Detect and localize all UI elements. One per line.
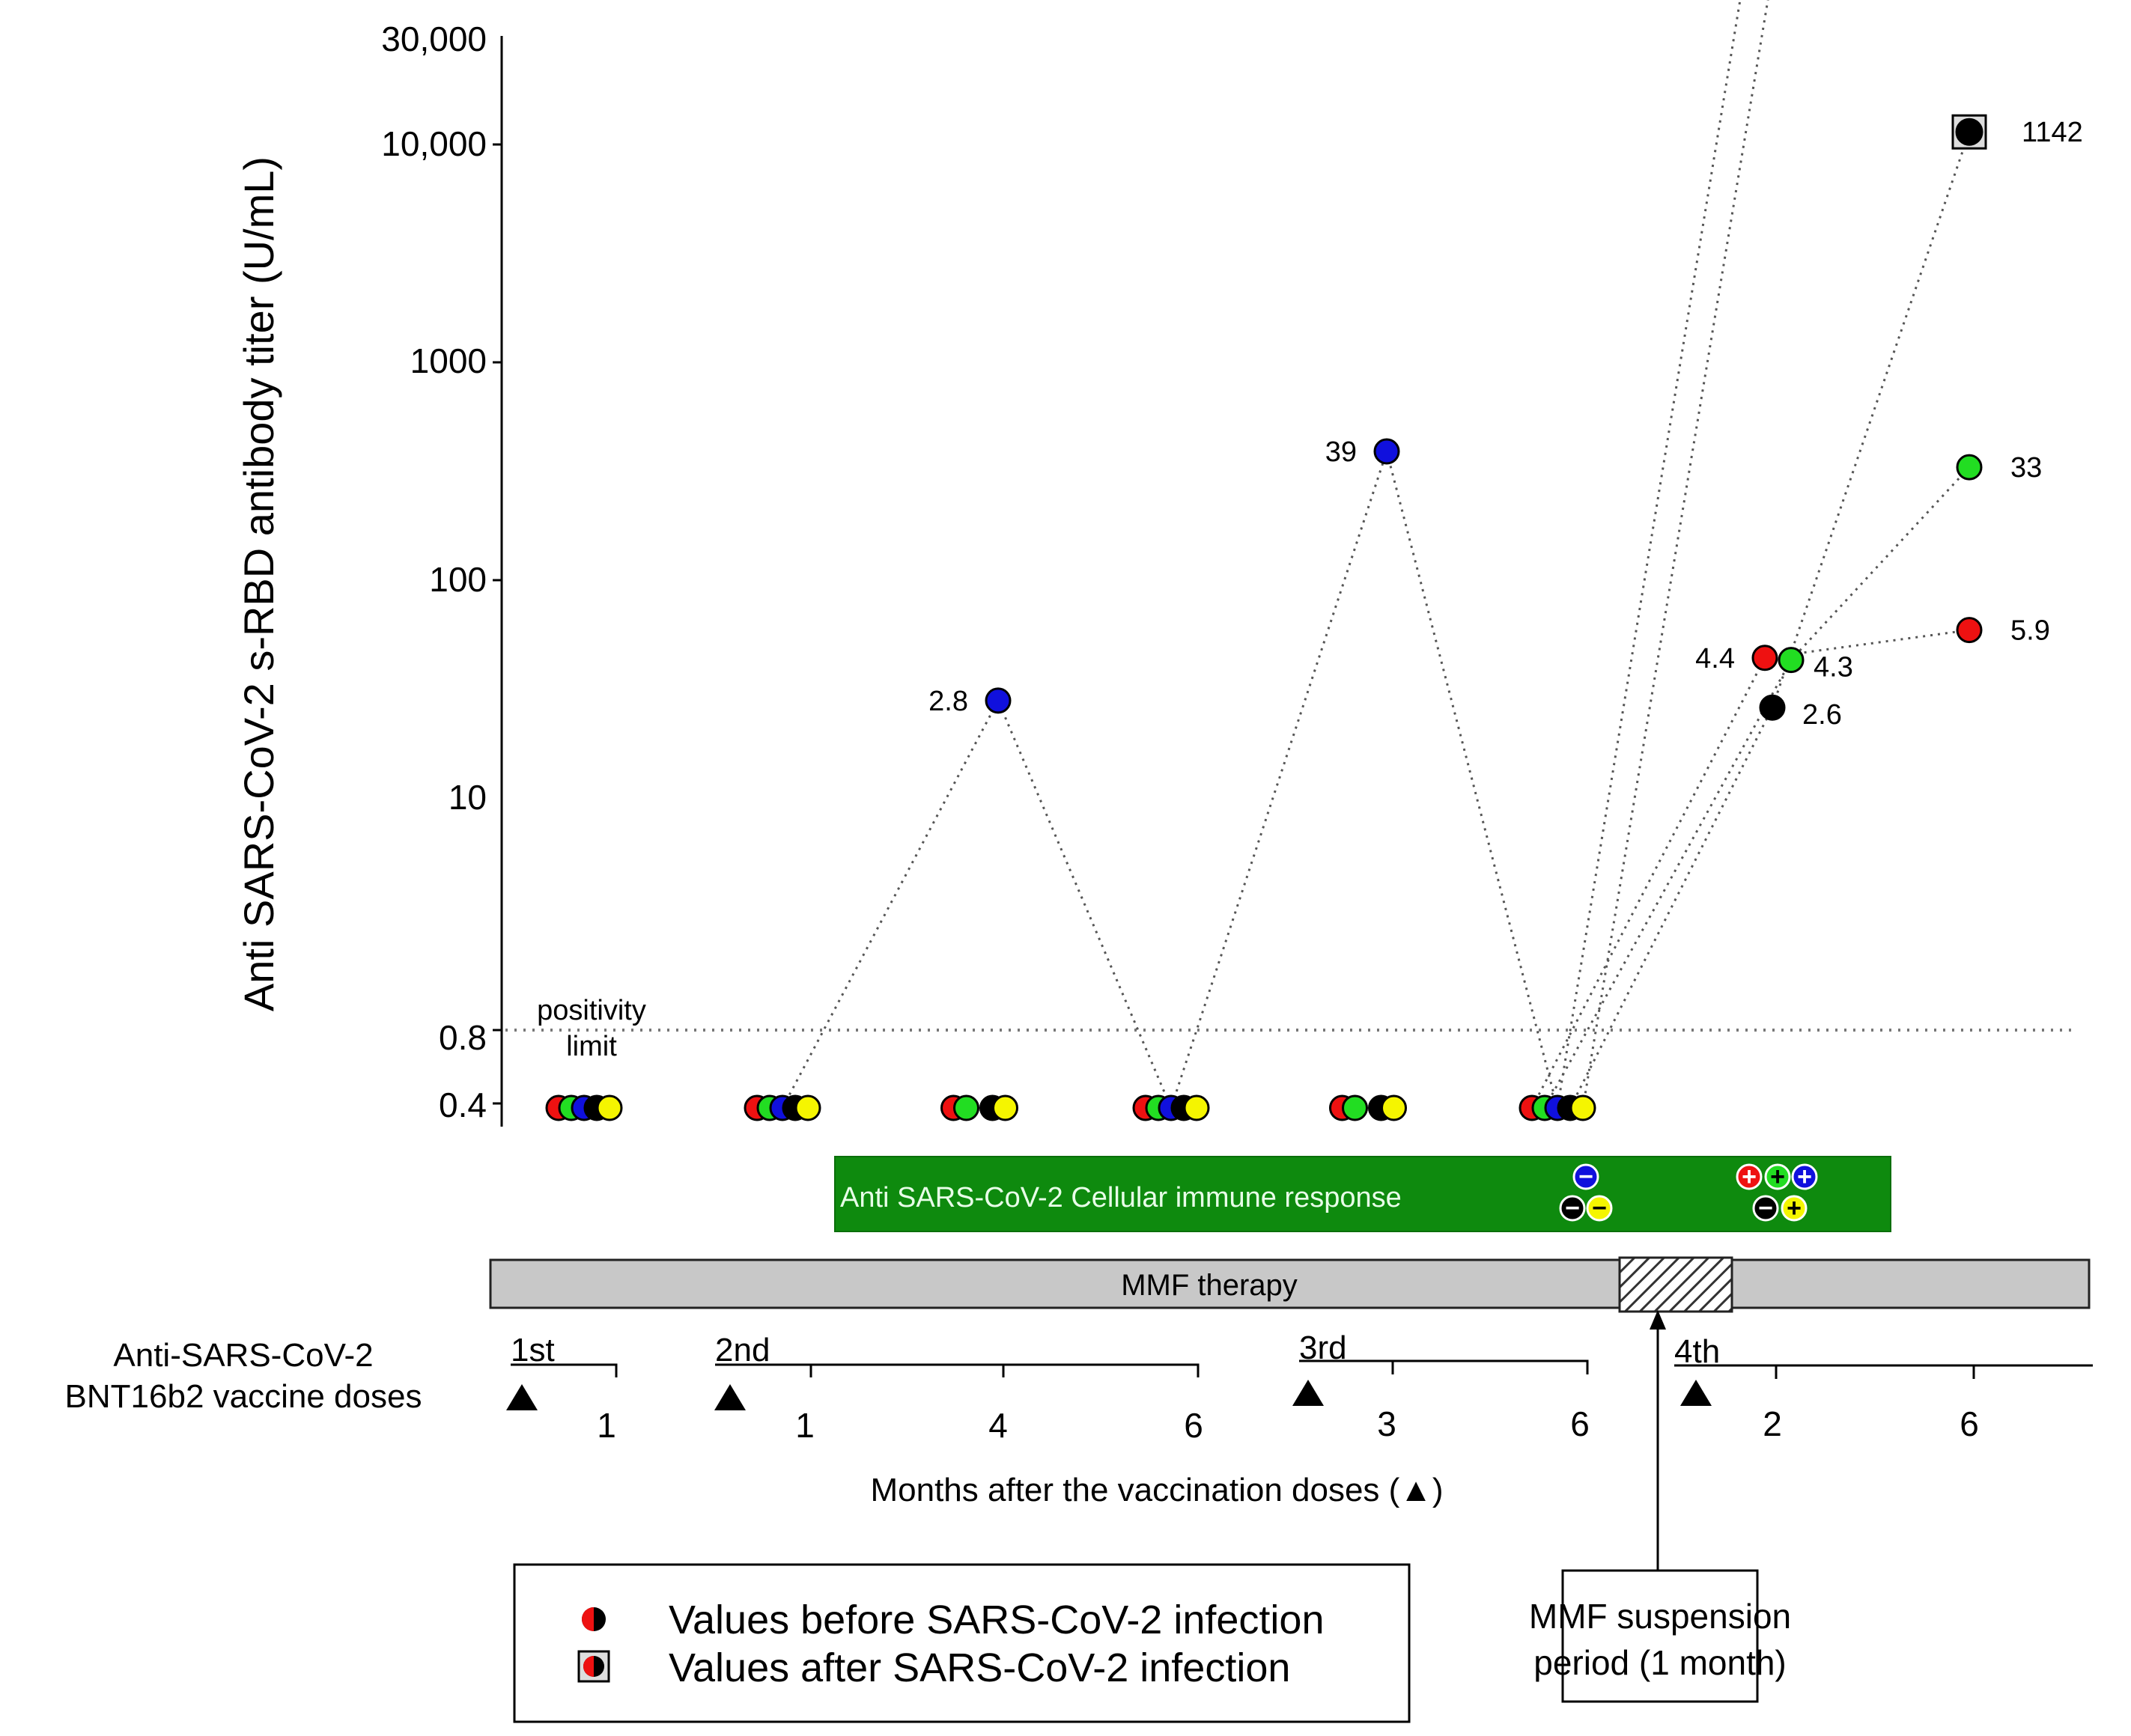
cell-marker-1-green: + [1764, 1163, 1791, 1191]
data-label-7-black: 1142 [2022, 117, 2083, 148]
marker-0-yellow [596, 1094, 623, 1121]
cell-marker-sign-0-2: − [1592, 1194, 1607, 1222]
dose-axis-label-1: Anti-SARS-CoV-2 [113, 1337, 373, 1374]
data-label-6-green: 4.3 [1814, 652, 1853, 683]
mmf-suspension-text-1: MMF suspension [1529, 1597, 1791, 1636]
series-line-blue [781, 0, 1742, 1112]
data-label-6-black: 2.6 [1802, 699, 1842, 731]
cell-marker-sign-0-1: − [1565, 1194, 1580, 1222]
cell-marker-1-black: − [1752, 1194, 1779, 1222]
cell-marker-1-yellow: + [1781, 1194, 1808, 1222]
marker-6-black [1759, 694, 1786, 721]
cell-marker-sign-1-4: + [1787, 1194, 1802, 1222]
tick-1st-1: 1 [597, 1406, 616, 1445]
tick-label-0.4: 0.4 [439, 1085, 487, 1124]
marker-7-red [1956, 617, 1983, 644]
marker-4-yellow [1381, 1094, 1407, 1121]
tick-4th-2: 2 [1763, 1404, 1782, 1443]
legend-before-label: Values before SARS-CoV-2 infection [669, 1598, 1324, 1642]
tick-label-10: 10 [449, 778, 487, 817]
mmf-suspension-text-2: period (1 month) [1533, 1643, 1787, 1682]
dose-label-1st: 1st [511, 1332, 555, 1368]
mmf-therapy-label: MMF therapy [1121, 1269, 1298, 1302]
dose-1st-triangle [506, 1384, 538, 1410]
marker-4-blue [1373, 438, 1400, 465]
marker-2-yellow [992, 1094, 1018, 1121]
cell-marker-1-blue: + [1791, 1163, 1818, 1191]
marker-7-green [1956, 454, 1983, 481]
tick-2nd-6: 6 [1184, 1406, 1203, 1445]
series-line-black [1569, 131, 1971, 1109]
dose-axis-label-2: BNT16b2 vaccine doses [65, 1378, 422, 1415]
tick-3rd-3: 3 [1377, 1404, 1396, 1443]
marker-4-green [1342, 1094, 1368, 1121]
data-label-7-red: 5.9 [2010, 615, 2050, 647]
tick-3rd-6: 6 [1570, 1404, 1590, 1443]
positivity-label-limit: limit [566, 1031, 617, 1062]
marker-6-red [1751, 645, 1778, 671]
marker-5-yellow [1569, 1094, 1596, 1121]
marker-3-yellow [1183, 1094, 1210, 1121]
mmf-therapy-bar [489, 1258, 2091, 1309]
marker-1-yellow [794, 1094, 821, 1121]
tick-2nd-4: 4 [988, 1406, 1008, 1445]
cell-marker-sign-1-0: + [1742, 1163, 1757, 1191]
marker-2-blue [985, 687, 1012, 714]
tick-label-100: 100 [429, 560, 487, 599]
series-line-red [1530, 629, 1970, 1109]
cell-marker-0-blue: − [1572, 1163, 1599, 1191]
tick-4th-6: 6 [1960, 1404, 1979, 1443]
dose-4th-triangle [1680, 1380, 1712, 1406]
tick-label-10000: 10,000 [381, 124, 487, 163]
data-label-6-red: 4.4 [1695, 643, 1735, 674]
cellular-response-label: Anti SARS-CoV-2 Cellular immune response [840, 1182, 1402, 1213]
legend-box [513, 1563, 1411, 1723]
tick-label-30000: 30,000 [381, 19, 487, 58]
dose-label-2nd: 2nd [715, 1332, 770, 1368]
legend-after-icon [577, 1650, 610, 1683]
mmf-suspension-hatch [1618, 1256, 1733, 1313]
cell-marker-sign-0-0: − [1578, 1163, 1593, 1191]
cell-marker-sign-1-1: + [1770, 1163, 1785, 1191]
dose-timeline-lines [511, 1359, 2093, 1379]
series-line-green [1543, 466, 1971, 1109]
tick-label-1000: 1000 [410, 341, 487, 380]
data-label-4-blue: 39 [1325, 436, 1357, 468]
mmf-suspension-box [1561, 1569, 1759, 1703]
cell-marker-sign-1-2: + [1797, 1163, 1812, 1191]
dose-2nd-triangle [714, 1384, 746, 1410]
dose-3rd-triangle [1292, 1380, 1324, 1406]
cellular-response-bar [834, 1156, 1891, 1232]
marker-7-black [1951, 114, 1987, 150]
y-axis-title: Anti SARS-CoV-2 s-RBD antibody titer (U/… [235, 156, 282, 1011]
series-line-yellow [1581, 0, 1769, 1109]
mmf-suspension-arrowhead [1650, 1310, 1666, 1330]
legend-before-icon [582, 1607, 606, 1631]
tick-label-0.8: 0.8 [439, 1018, 487, 1057]
positivity-label: positivity [537, 995, 646, 1026]
x-axis-title: Months after the vaccination doses (▲) [870, 1472, 1443, 1508]
tick-2nd-1: 1 [795, 1406, 815, 1445]
cell-marker-sign-1-3: − [1758, 1194, 1773, 1222]
data-label-7-green: 33 [2010, 452, 2042, 484]
cell-marker-1-red: + [1736, 1163, 1763, 1191]
cell-marker-0-black: − [1559, 1194, 1586, 1222]
data-label-2-blue: 2.8 [928, 686, 968, 717]
dose-label-4th: 4th [1674, 1333, 1720, 1370]
marker-2-green [953, 1094, 979, 1121]
cell-marker-0-yellow: − [1586, 1194, 1613, 1222]
legend-after-label: Values after SARS-CoV-2 infection [669, 1645, 1290, 1690]
marker-6-green [1778, 647, 1805, 674]
